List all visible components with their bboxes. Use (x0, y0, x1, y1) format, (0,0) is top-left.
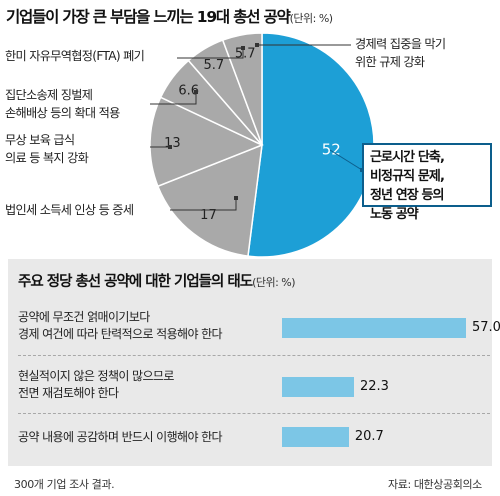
slice-label-class-action: 집단소송제 징벌제 손해배상 등의 확대 적용 (5, 86, 120, 122)
leader-dot (234, 196, 238, 200)
slice-regulation (221, 32, 263, 146)
bar-chart-title-text: 주요 정당 총선 공약에 대한 기업들의 태도 (18, 274, 253, 290)
leader-tax (170, 198, 237, 211)
divider (18, 413, 490, 414)
bar-category-line: 공약 내용에 공감하며 반드시 이행해야 한다 (18, 430, 223, 444)
leader-labor (329, 149, 363, 171)
leader-dot (255, 43, 259, 47)
slice-value-label: 52 (322, 140, 341, 158)
slice-value-label: 5.7 (235, 46, 256, 61)
pie-chart-title-text: 기업들이 가장 큰 부담을 느끼는 19대 총선 공약 (6, 8, 291, 26)
leader-class-action (150, 92, 197, 105)
bar-category-label: 공약에 무조건 얽매이기보다 경제 여건에 따라 탄력적으로 적용해야 한다 (18, 309, 223, 343)
slice-label-welfare: 무상 보육 급식 의료 등 복지 강화 (5, 131, 89, 167)
leader-dot (168, 145, 172, 149)
slice-label-line: 위한 규제 강화 (355, 55, 425, 69)
slice-value-label: 5.7 (204, 58, 225, 73)
bar-value-label: 22.3 (359, 379, 389, 394)
slice-label-line: 의료 등 복지 강화 (5, 151, 89, 165)
bar-category-label: 공약 내용에 공감하며 반드시 이행해야 한다 (18, 429, 223, 446)
bar-category-line: 현실적이지 않은 정책이 많으므로 (18, 369, 174, 383)
leader-fta (177, 48, 244, 59)
slice-label-fta: 한미 자유무역협정(FTA) 폐기 (5, 47, 145, 65)
slice-value-label: 6.6 (178, 84, 199, 99)
bar-chart-unit: (단위: %) (252, 276, 296, 289)
pie-chart-title: 기업들이 가장 큰 부담을 느끼는 19대 총선 공약(단위: %) (6, 5, 333, 27)
slice-label-line: 손해배상 등의 확대 적용 (5, 106, 120, 120)
slice-label-line: 법인세 소득세 인상 등 증세 (5, 203, 134, 217)
bar-chart-title: 주요 정당 총선 공약에 대한 기업들의 태도(단위: %) (18, 270, 296, 291)
slice-label-line: 경제력 집중을 막기 (355, 37, 446, 51)
bar-chart-panel (8, 259, 492, 466)
leader-dot (241, 46, 245, 50)
slice-label-labor: 근로시간 단축, 비정규직 문제, 정년 연장 등의 노동 공약 (362, 143, 492, 222)
slice-label-regulation: 경제력 집중을 막기 위한 규제 강화 (355, 35, 446, 71)
slice-value-label: 13 (164, 136, 181, 151)
bar-category-line: 전면 재검토해야 한다 (18, 386, 119, 400)
divider (18, 355, 490, 356)
slice-label-line: 근로시간 단축, (370, 150, 445, 165)
bar-category-line: 공약에 무조건 얽매이기보다 (18, 310, 150, 324)
slice-label-line: 비정규직 문제, (370, 169, 445, 184)
slice-welfare (149, 96, 264, 188)
leader-dot (194, 90, 198, 94)
bar-category-label: 현실적이지 않은 정책이 많으므로 전면 재검토해야 한다 (18, 368, 174, 402)
bar-flexible (282, 318, 466, 338)
pie-chart-unit: (단위: %) (289, 12, 333, 25)
survey-note: 300개 기업 조사 결과. (14, 478, 115, 491)
bar-category-line: 경제 여건에 따라 탄력적으로 적용해야 한다 (18, 327, 223, 341)
slice-label-line: 노동 공약 (370, 207, 419, 222)
bar-review (282, 377, 354, 397)
slice-value-label: 17 (200, 208, 217, 223)
slice-tax (156, 143, 263, 257)
source-note: 자료: 대한상공회의소 (388, 478, 482, 491)
slice-label-tax: 법인세 소득세 인상 등 증세 (5, 201, 134, 219)
slice-label-line: 무상 보육 급식 (5, 133, 75, 147)
bar-implement (282, 427, 349, 447)
slice-label-line: 한미 자유무역협정(FTA) 폐기 (5, 49, 145, 63)
bar-value-label: 57.0 (472, 320, 500, 335)
slice-label-line: 집단소송제 징벌제 (5, 88, 93, 102)
pie-chart: 52 17 13 6.6 5.7 5.7 (149, 32, 375, 258)
slice-label-line: 정년 연장 등의 (370, 188, 445, 203)
bar-value-label: 20.7 (354, 429, 384, 444)
